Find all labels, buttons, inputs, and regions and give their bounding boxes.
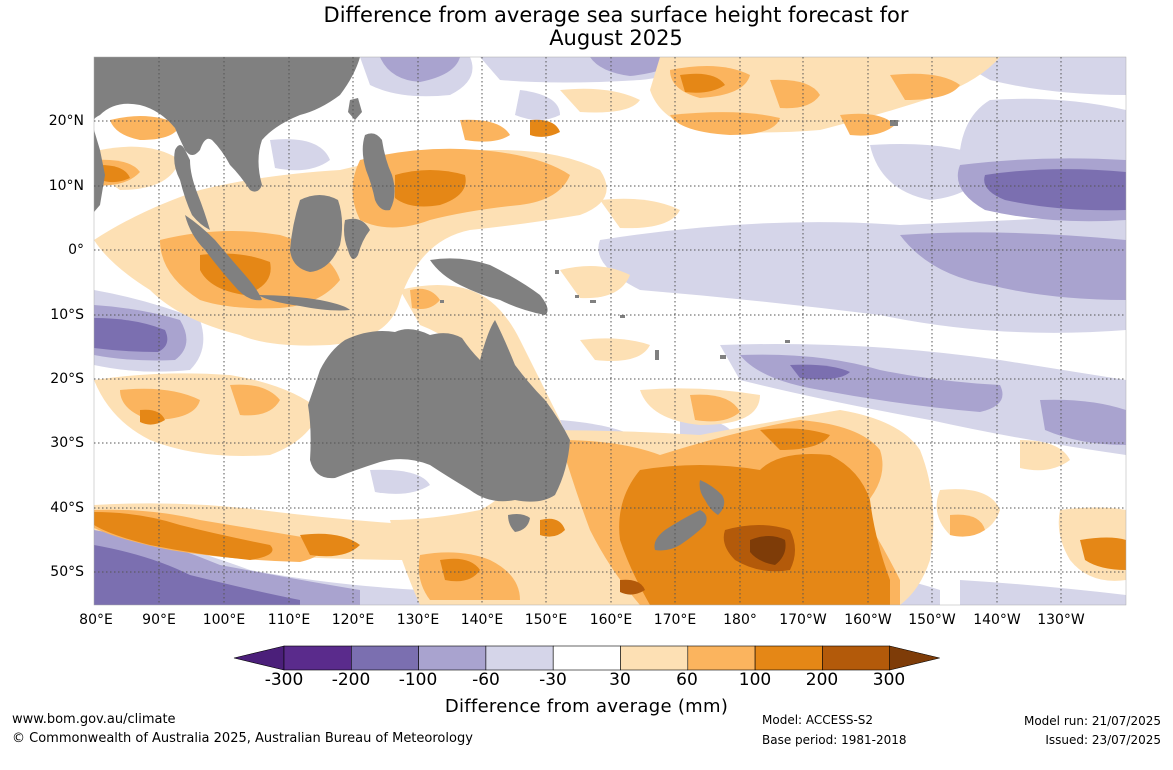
colorbar-tick: -100 [398, 670, 438, 690]
graticule [94, 57, 1126, 605]
lon-label: 100°E [202, 612, 246, 628]
colorbar-tick: -200 [331, 670, 371, 690]
model-name: Model: ACCESS-S2 [762, 713, 874, 727]
lon-label: 130°W [1037, 612, 1085, 628]
colorbar-tick: -30 [539, 670, 567, 690]
lon-label: 160°W [844, 612, 892, 628]
colorbar-min-extension [233, 645, 285, 671]
lon-label: 170°W [779, 612, 827, 628]
title-line-2: August 2025 [549, 26, 683, 50]
lat-label: 50°S [50, 564, 84, 580]
anomaly-field [94, 57, 1126, 605]
colorbar [233, 645, 940, 671]
website-url[interactable]: www.bom.gov.au/climate [12, 712, 176, 727]
lon-label: 170°E [653, 612, 697, 628]
model-run-date: Model run: 21/07/2025 [1023, 714, 1161, 728]
colorbar-tick: 30 [609, 670, 631, 690]
lon-label: 110°E [267, 612, 311, 628]
issued-date: Issued: 23/07/2025 [1045, 733, 1161, 747]
colorbar-tick: 60 [676, 670, 698, 690]
map-title: Difference from average sea surface heig… [0, 4, 1173, 50]
copyright-text: © Commonwealth of Australia 2025, Austra… [12, 731, 473, 746]
lon-label: 140°W [973, 612, 1021, 628]
land [94, 57, 898, 551]
lon-label: 80°E [79, 612, 113, 628]
colorbar-bin [418, 645, 487, 671]
lon-label: 140°E [460, 612, 504, 628]
colorbar-bin [754, 645, 823, 671]
colorbar-bin [283, 645, 352, 671]
lon-label: 150°W [908, 612, 956, 628]
lon-label: 130°E [396, 612, 440, 628]
colorbar-tick: 200 [805, 670, 839, 690]
colorbar-bin [552, 645, 621, 671]
colorbar-bin [687, 645, 756, 671]
colorbar-label: Difference from average (mm) [444, 696, 729, 717]
lon-label: 180° [723, 612, 757, 628]
colorbar-max-extension [889, 645, 940, 671]
lat-label: 40°S [50, 500, 84, 516]
lat-label: 0° [68, 242, 84, 258]
lat-label: 20°S [50, 371, 84, 387]
base-period: Base period: 1981-2018 [762, 733, 907, 747]
lat-label: 10°S [50, 307, 84, 323]
lat-label: 20°N [48, 113, 84, 129]
lon-label: 90°E [142, 612, 176, 628]
lon-label: 150°E [524, 612, 568, 628]
lon-label: 160°E [589, 612, 633, 628]
lat-label: 10°N [48, 178, 84, 194]
colorbar-tick: -300 [264, 670, 304, 690]
lon-label: 120°E [331, 612, 375, 628]
lat-label: 30°S [50, 435, 84, 451]
colorbar-bin [822, 645, 891, 671]
colorbar-tick: 100 [738, 670, 772, 690]
colorbar-bin [350, 645, 419, 671]
colorbar-bin [620, 645, 689, 671]
title-line-1: Difference from average sea surface heig… [323, 3, 909, 27]
colorbar-bin [485, 645, 554, 671]
colorbar-tick: 300 [872, 670, 906, 690]
colorbar-tick: -60 [472, 670, 500, 690]
